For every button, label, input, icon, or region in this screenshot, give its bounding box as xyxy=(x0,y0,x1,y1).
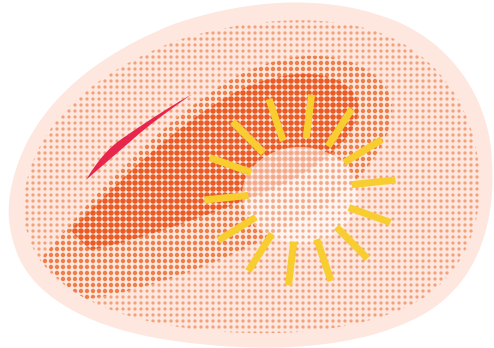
sun-ray xyxy=(208,154,253,176)
sun-ray xyxy=(347,204,392,226)
sun-ray xyxy=(334,224,370,261)
sun-ray xyxy=(204,191,249,204)
sun-ray xyxy=(216,214,258,244)
sun-ray xyxy=(325,107,355,149)
sun-ray xyxy=(285,241,298,286)
sun-ray xyxy=(313,238,335,283)
sun-ray xyxy=(265,97,287,142)
sun-ray xyxy=(302,94,315,139)
sun-ray xyxy=(230,119,266,156)
sun-burst-icon xyxy=(204,94,396,286)
sun-ray xyxy=(245,231,275,273)
sun-ray xyxy=(351,176,396,189)
sun-ray xyxy=(342,136,384,166)
